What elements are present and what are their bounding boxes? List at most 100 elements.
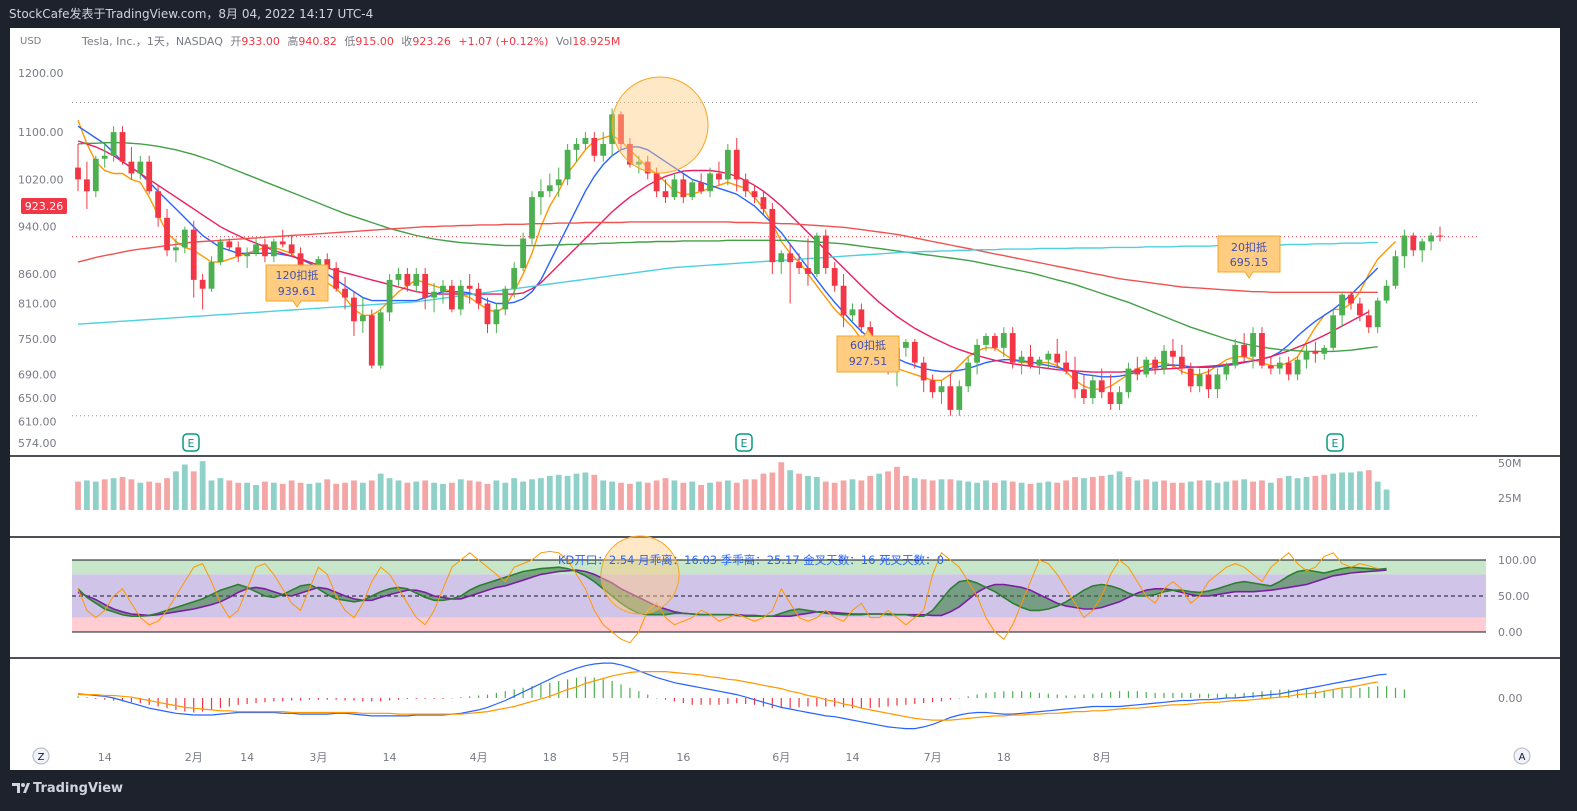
earnings-e-icon: E [188,437,195,450]
candle [457,279,464,316]
candle-body [546,185,553,192]
candle-body [1009,333,1016,363]
volume-bar [894,466,900,510]
candle [1170,338,1176,369]
volume-bar [520,481,526,510]
candle [1081,374,1087,404]
macd-histogram-bar [388,698,391,701]
candle-body [457,285,464,310]
candle-body [1187,368,1194,387]
candle-body [484,303,491,325]
candle-body [965,362,972,387]
header-bar: StockCafe发表于TradingView.com，8月 04, 2022 … [0,0,1577,28]
earnings-marker[interactable]: E [182,433,200,452]
candle-body [760,197,767,209]
candle [475,282,482,310]
candle [1187,362,1194,393]
volume-bar [333,483,340,510]
volume-bar [618,482,624,510]
volume-bar [1205,480,1212,510]
candle-body [1134,368,1141,375]
price-tick-label: 610.00 [18,416,57,429]
macd-histogram-bar [807,698,809,707]
candle-body [600,143,607,156]
candle [1294,356,1301,381]
macd-histogram-bar [994,692,996,698]
macd-histogram-bar [166,698,168,709]
macd-histogram-bar [923,698,925,704]
candle-body [724,149,731,180]
macd-histogram-bar [771,698,773,709]
volume-bar [199,461,206,510]
currency-label: USD [20,36,42,47]
macd-histogram-bar [95,698,97,699]
macd-histogram-bar [1403,689,1405,698]
macd-histogram-bar [299,698,302,701]
candle-body [1214,374,1221,390]
volume-bar [511,478,518,510]
volume-bar [1348,472,1354,510]
macd-histogram-bar [1029,692,1032,698]
macd-histogram-bar [406,698,408,699]
volume-bar [600,480,607,510]
macd-histogram-bar [1207,693,1210,698]
candle [1223,362,1230,381]
volume-bar [1009,481,1016,510]
candle-body [1170,350,1176,357]
kd-info-text: KD开口：2.54 月乖离：16.03 季乖离：25.17 金叉天数：16 死叉… [558,553,944,567]
candle-body [698,182,705,192]
tradingview-logo-icon [12,783,30,793]
candle [992,333,998,351]
high-value: 940.82 [298,35,337,48]
macd-histogram-bar [1368,686,1370,698]
macd-histogram-bar [1038,692,1041,698]
candle-body [822,235,829,269]
svg-text:Z: Z [38,752,45,763]
volume-bar [992,482,998,510]
macd-histogram-bar [121,698,124,702]
macd-histogram-bar [967,696,969,698]
chart-frame[interactable]: USD Tesla, Inc.，1天，NASDAQ 开933.00 高940.8… [10,28,1560,770]
chart-canvas[interactable]: USD Tesla, Inc.，1天，NASDAQ 开933.00 高940.8… [10,28,1560,770]
annotation-120-value: 939.61 [278,285,317,298]
candle-body [1223,365,1230,375]
candle-body [1383,285,1390,301]
macd-histogram-bar [1047,693,1049,698]
macd-tick-label: 0.00 [1498,692,1523,705]
earnings-marker[interactable]: E [1326,433,1344,452]
svg-text:A: A [1519,752,1526,763]
volume-bar [724,480,731,510]
macd-histogram-bar [878,698,880,708]
candle-body [1098,380,1105,393]
candle [911,338,918,369]
macd-histogram-bar [842,698,845,708]
candle [1321,344,1328,360]
volume-bar [146,481,153,510]
candle [1107,374,1114,410]
candle [760,191,767,215]
volume-bar [1241,479,1248,510]
volume-bar [983,480,989,510]
candle-body [911,341,918,363]
candle [1285,356,1292,381]
volume-bar [306,483,313,510]
macd-histogram-bar [638,691,640,698]
timezone-z-button[interactable]: Z [32,747,50,765]
price-tick-label: 1100.00 [18,126,64,139]
candle-body [1419,241,1426,251]
macd-histogram-bar [700,698,702,705]
volume-bar [288,480,295,510]
last-price-tag: 923.26 [21,198,67,214]
macd-histogram-bar [255,698,257,704]
auto-scale-a-button[interactable]: A [1513,747,1531,765]
volume-bar [475,481,482,510]
candle [564,143,571,186]
kd-tick-label: 100.00 [1498,554,1537,567]
volume-bar [778,462,785,510]
volume-bar [1116,471,1123,510]
candle-body [502,288,509,310]
volume-bar [431,482,437,510]
earnings-marker[interactable]: E [735,433,753,452]
macd-histogram-bar [219,698,222,709]
candle [484,297,491,334]
